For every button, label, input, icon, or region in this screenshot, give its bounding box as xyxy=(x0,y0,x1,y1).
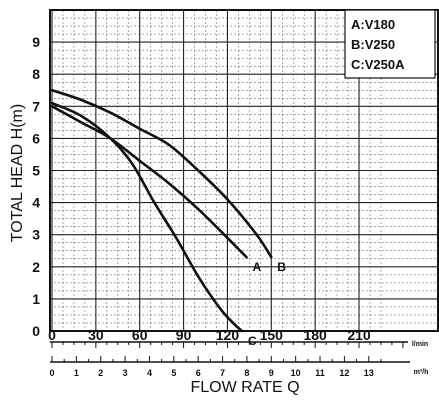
x-tick-label-m3h: 4 xyxy=(147,368,152,378)
x-tick-label-m3h: 2 xyxy=(98,368,103,378)
x-unit-lpm: l/min xyxy=(412,341,428,348)
x-tick-label-m3h: 13 xyxy=(364,368,374,378)
x-tick-label-m3h: 5 xyxy=(171,368,176,378)
x-tick-label-m3h: 8 xyxy=(244,368,249,378)
y-tick-label: 8 xyxy=(32,66,40,82)
x-tick-label-m3h: 6 xyxy=(196,368,201,378)
y-tick-label: 6 xyxy=(32,130,40,146)
y-tick-label: 7 xyxy=(32,98,40,114)
x-tick-label-lpm: 90 xyxy=(176,327,192,343)
legend-entry-a: A:V180 xyxy=(351,17,395,32)
y-tick-label: 4 xyxy=(32,195,40,211)
x-tick-label-m3h: 1 xyxy=(74,368,79,378)
x-tick-label-m3h: 7 xyxy=(220,368,225,378)
series-line-b xyxy=(50,88,273,259)
y-axis-title: TOTAL HEAD H(m) xyxy=(9,104,26,242)
curve-label-a: A xyxy=(252,260,261,274)
x-tick-label-lpm: 210 xyxy=(347,327,371,343)
x-tick-label-lpm: 150 xyxy=(260,327,284,343)
y-tick-label: 1 xyxy=(32,291,40,307)
series-line-c xyxy=(50,101,244,333)
x-tick-label-lpm: 120 xyxy=(216,327,240,343)
x-unit-m3h: m³/h xyxy=(414,369,429,376)
plot-frame xyxy=(49,9,439,332)
x-tick-label-lpm: 180 xyxy=(303,327,327,343)
x-tick-label-lpm: 0 xyxy=(48,327,56,343)
x-tick-label-m3h: 9 xyxy=(269,368,274,378)
series-line-a xyxy=(50,105,248,259)
legend-entry-b: B:V250 xyxy=(351,37,395,52)
legend-entry-c: C:V250A xyxy=(351,57,405,72)
series-lines xyxy=(50,88,273,333)
x-tick-label-lpm: 60 xyxy=(132,327,148,343)
curve-label-c: C xyxy=(248,334,257,348)
y-tick-label: 0 xyxy=(32,323,40,339)
x-tick-label-m3h: 10 xyxy=(291,368,301,378)
curve-label-b: B xyxy=(277,260,286,274)
x-tick-label-lpm: 30 xyxy=(88,327,104,343)
legend-box xyxy=(344,9,436,79)
x-tick-label-m3h: 11 xyxy=(315,368,325,378)
legend: A:V180 B:V250 C:V250A xyxy=(344,9,436,79)
y-tick-label: 9 xyxy=(32,34,40,50)
axes xyxy=(49,9,439,363)
y-tick-label: 3 xyxy=(32,227,40,243)
x-tick-label-m3h: 12 xyxy=(339,368,349,378)
x-tick-label-m3h: 3 xyxy=(123,368,128,378)
y-tick-label: 5 xyxy=(32,163,40,179)
x-axis-title: FLOW RATE Q xyxy=(190,379,299,396)
x-tick-label-m3h: 0 xyxy=(49,368,54,378)
y-tick-label: 2 xyxy=(32,259,40,275)
